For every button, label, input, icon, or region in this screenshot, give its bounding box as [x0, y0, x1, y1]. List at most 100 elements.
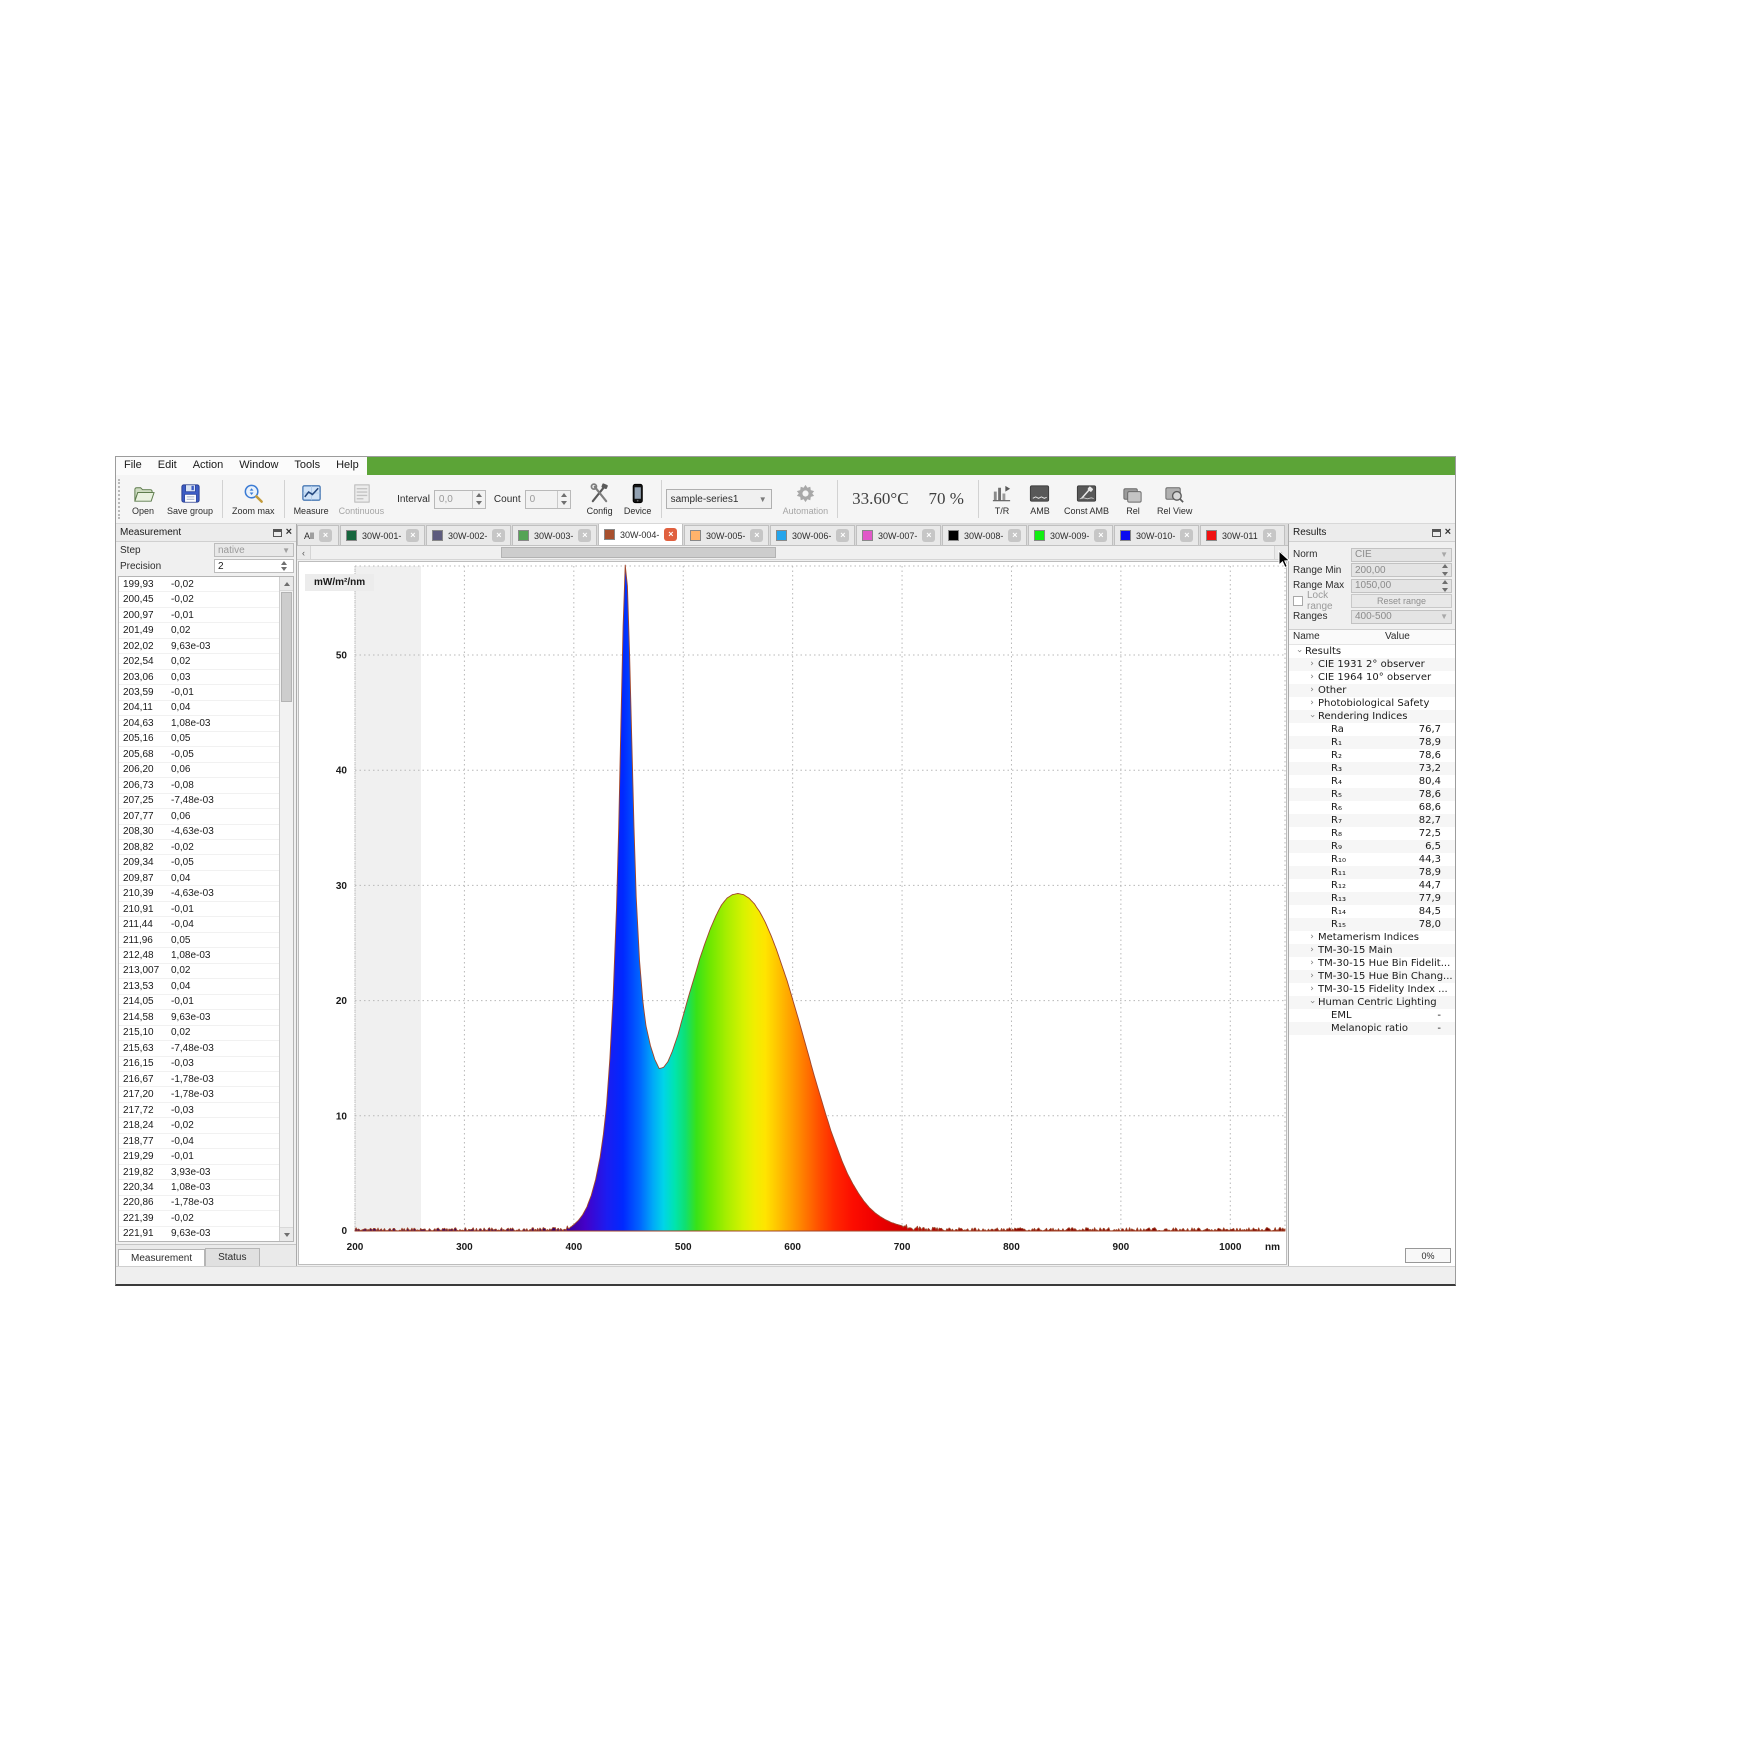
series-tab[interactable]: 30W-001- × — [340, 525, 426, 545]
close-tab-icon[interactable]: × — [1094, 529, 1108, 542]
tree-row[interactable]: R₁₅ 78,0 — [1289, 917, 1455, 931]
automation-button[interactable]: Automation — [778, 481, 834, 517]
scroll-up-icon[interactable] — [280, 577, 293, 591]
tree-row[interactable]: › Rendering Indices — [1289, 709, 1455, 723]
table-row[interactable]: 206,20 0,06 — [119, 763, 279, 779]
amb-button[interactable]: AMB — [1021, 481, 1059, 517]
tree-row[interactable]: EML - — [1289, 1009, 1455, 1022]
table-row[interactable]: 211,96 0,05 — [119, 933, 279, 949]
chevron-collapsed-icon[interactable]: › — [1310, 932, 1314, 942]
close-tab-icon[interactable]: × — [319, 529, 333, 542]
count-spin-buttons[interactable] — [556, 490, 570, 508]
spectrum-chart[interactable]: 200 300 400 500 600 700 800 900 1000 nm 0 10 20 30 40 5… — [298, 561, 1287, 1265]
menu-window[interactable]: Window — [239, 459, 279, 471]
close-tab-icon[interactable]: × — [664, 528, 678, 541]
tree-row[interactable]: › CIE 1964 10° observer — [1289, 671, 1455, 684]
tree-row[interactable]: R₁ 78,9 — [1289, 735, 1455, 749]
tree-row[interactable]: › Photobiological Safety — [1289, 697, 1455, 710]
table-row[interactable]: 210,39 -4,63e-03 — [119, 886, 279, 902]
series-tab[interactable]: 30W-006- × — [770, 525, 856, 545]
chevron-collapsed-icon[interactable]: › — [1310, 945, 1314, 955]
tree-row[interactable]: R₁₂ 44,7 — [1289, 879, 1455, 892]
norm-combo[interactable]: CIE ▼ — [1351, 547, 1452, 562]
tree-row[interactable]: R₁₁ 78,9 — [1289, 865, 1455, 879]
table-row[interactable]: 200,97 -0,01 — [119, 608, 279, 624]
table-row[interactable]: 205,68 -0,05 — [119, 747, 279, 763]
tree-row[interactable]: R₇ 82,7 — [1289, 813, 1455, 827]
tree-row[interactable]: R₈ 72,5 — [1289, 827, 1455, 840]
series-tab-scrollbar[interactable]: ‹ › — [297, 546, 1288, 560]
table-row[interactable]: 207,25 -7,48e-03 — [119, 794, 279, 810]
table-row[interactable]: 209,87 0,04 — [119, 871, 279, 887]
table-row[interactable]: 219,29 -0,01 — [119, 1149, 279, 1165]
save-group-button[interactable]: Save group — [162, 481, 218, 517]
series-tab-all[interactable]: All × — [297, 525, 340, 545]
close-tab-icon[interactable]: × — [922, 529, 936, 542]
tree-row[interactable]: › TM-30-15 Fidelity Index ... — [1289, 983, 1455, 996]
series-tab[interactable]: 30W-002- × — [426, 525, 512, 545]
close-tab-icon[interactable]: × — [1180, 529, 1194, 542]
close-panel-icon[interactable]: × — [1444, 526, 1451, 538]
table-row[interactable]: 205,16 0,05 — [119, 732, 279, 748]
range-min-spin-buttons[interactable] — [1442, 564, 1448, 577]
table-row[interactable]: 209,34 -0,05 — [119, 855, 279, 871]
table-row[interactable]: 220,86 -1,78e-03 — [119, 1196, 279, 1212]
table-row[interactable]: 218,77 -0,04 — [119, 1134, 279, 1150]
tree-row[interactable]: R₉ 6,5 — [1289, 839, 1455, 853]
precision-input[interactable]: 2 — [214, 559, 294, 573]
scroll-down-icon[interactable] — [280, 1227, 293, 1241]
tr-button[interactable]: T/R — [983, 481, 1021, 517]
series-tab[interactable]: 30W-005- × — [684, 525, 770, 545]
close-tab-icon[interactable]: × — [836, 529, 850, 542]
step-combo[interactable]: native ▼ — [214, 543, 294, 557]
series-tab[interactable]: 30W-009- × — [1028, 525, 1114, 545]
table-row[interactable]: 217,20 -1,78e-03 — [119, 1087, 279, 1103]
menu-tools[interactable]: Tools — [294, 459, 321, 471]
range-max-spin-buttons[interactable] — [1442, 579, 1448, 592]
tree-row[interactable]: › TM-30-15 Hue Bin Fidelit... — [1289, 957, 1455, 970]
table-row[interactable]: 216,67 -1,78e-03 — [119, 1072, 279, 1088]
tree-row[interactable]: Melanopic ratio - — [1289, 1021, 1455, 1035]
scrollbar-thumb[interactable] — [281, 592, 292, 702]
tree-row[interactable]: › CIE 1931 2° observer — [1289, 657, 1455, 671]
tree-row[interactable]: R₃ 73,2 — [1289, 761, 1455, 775]
series-tab[interactable]: 30W-011 × — [1200, 525, 1286, 545]
close-tab-icon[interactable]: × — [750, 529, 764, 542]
table-row[interactable]: 208,30 -4,63e-03 — [119, 825, 279, 840]
table-row[interactable]: 202,54 0,02 — [119, 654, 279, 670]
count-input[interactable]: 0 — [524, 489, 571, 509]
tab-status[interactable]: Status — [205, 1248, 260, 1266]
float-panel-icon[interactable] — [272, 528, 282, 537]
lock-range-checkbox[interactable] — [1293, 596, 1303, 607]
series-tab[interactable]: 30W-010- × — [1114, 525, 1200, 545]
table-row[interactable]: 200,45 -0,02 — [119, 592, 279, 608]
zoom-max-button[interactable]: Zoom max — [227, 481, 280, 517]
table-row[interactable]: 204,63 1,08e-03 — [119, 716, 279, 732]
table-row[interactable]: 215,63 -7,48e-03 — [119, 1041, 279, 1057]
chevron-expanded-icon[interactable]: › — [1307, 714, 1317, 718]
table-row[interactable]: 213,007 0,02 — [119, 964, 279, 980]
float-panel-icon[interactable] — [1431, 528, 1441, 537]
series-tab[interactable]: 30W-007- × — [856, 525, 942, 545]
interval-input[interactable]: 0,0 — [433, 489, 486, 509]
tree-row[interactable]: › TM-30-15 Main — [1289, 943, 1455, 957]
menu-help[interactable]: Help — [336, 459, 359, 471]
menu-edit[interactable]: Edit — [157, 459, 177, 471]
close-tab-icon[interactable]: × — [1262, 529, 1276, 542]
series-tab[interactable]: 30W-003- × — [512, 525, 598, 545]
tree-row[interactable]: › Metamerism Indices — [1289, 931, 1455, 944]
close-panel-icon[interactable]: × — [285, 526, 292, 538]
menu-action[interactable]: Action — [192, 459, 224, 471]
tree-row[interactable]: R₁₀ 44,3 — [1289, 853, 1455, 866]
series-combo[interactable]: sample-series1 ▼ — [665, 489, 772, 509]
tree-row[interactable]: Ra 76,7 — [1289, 723, 1455, 736]
chevron-collapsed-icon[interactable]: › — [1310, 984, 1314, 994]
reset-range-button[interactable]: Reset range — [1351, 594, 1452, 609]
rel-view-button[interactable]: Rel View — [1152, 481, 1197, 517]
table-row[interactable]: 214,58 9,63e-03 — [119, 1010, 279, 1026]
chevron-collapsed-icon[interactable]: › — [1310, 971, 1314, 981]
table-row[interactable]: 211,44 -0,04 — [119, 917, 279, 933]
table-row[interactable]: 208,82 -0,02 — [119, 840, 279, 856]
tab-measurement[interactable]: Measurement — [118, 1249, 206, 1267]
ranges-combo[interactable]: 400-500 ▼ — [1351, 609, 1452, 624]
